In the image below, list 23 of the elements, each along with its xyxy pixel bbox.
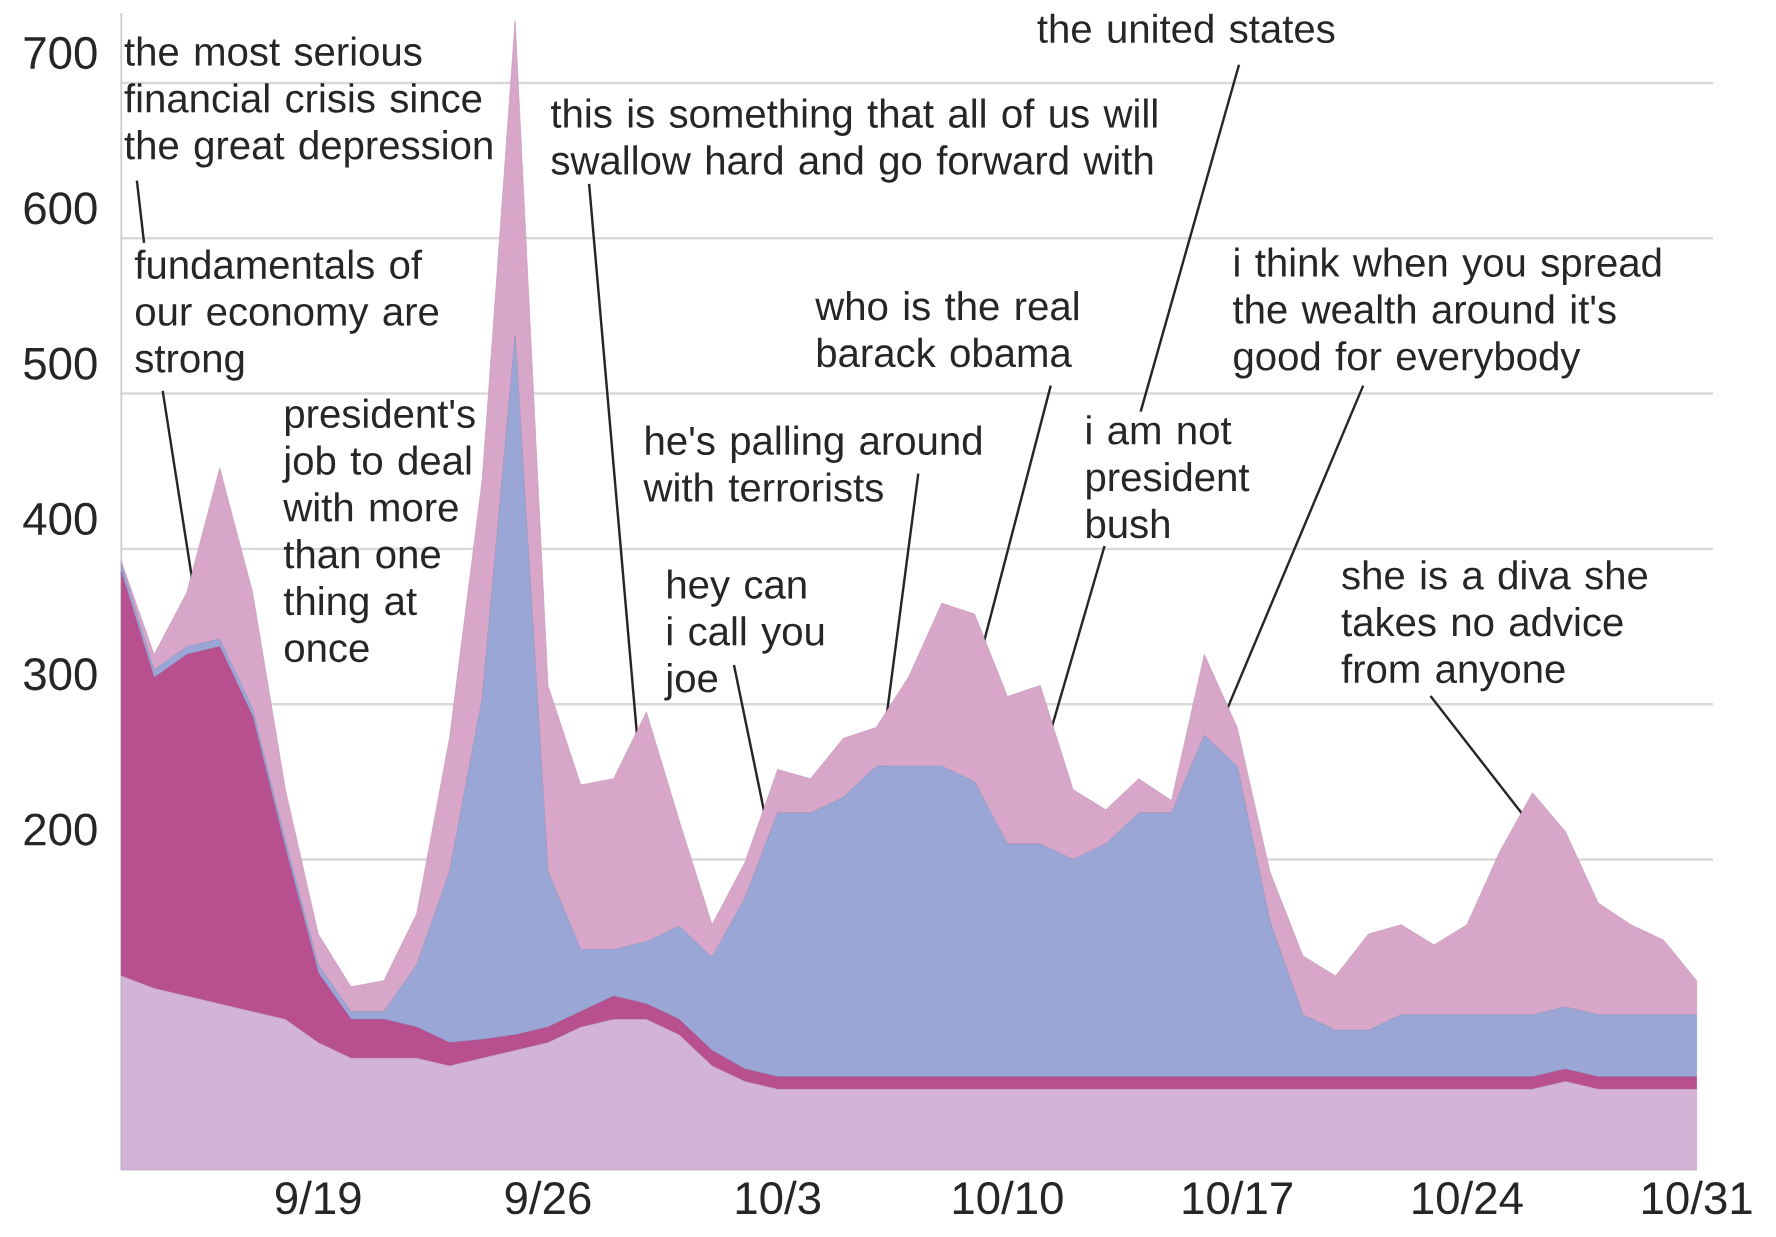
annotation: this is something that all of us will swallow hard and go forward with: [551, 98, 1157, 183]
x-tick-label: 10/10: [953, 1181, 1063, 1215]
annotation: the most serious financial crisis since the great depression: [124, 36, 492, 168]
y-tick-label: 400: [23, 502, 97, 536]
y-tick-label: 500: [24, 347, 97, 380]
annotation: president's job to deal with more than one thing at once: [282, 398, 475, 663]
annotation: i think when you spread the wealth around it's good for everybody: [1233, 247, 1661, 379]
x-tick-label: 9/19: [275, 1181, 361, 1215]
y-tick-label: 700: [24, 37, 97, 70]
annotation: who is the real barack obama: [815, 291, 1078, 368]
annotation: i am not president bush: [1087, 415, 1250, 539]
y-tick-label: 200: [24, 813, 97, 846]
x-tick-label: 9/26: [505, 1181, 591, 1215]
x-tick-label: 10/31: [1643, 1181, 1752, 1215]
y-tick-label: 300: [24, 658, 97, 691]
annotation: the united states: [1037, 13, 1335, 44]
annotation: he's palling around with terrorists: [643, 425, 981, 503]
annotation: hey can i call you joe: [664, 569, 824, 701]
x-tick-label: 10/24: [1413, 1181, 1523, 1215]
y-tick-label: 600: [24, 192, 97, 225]
x-tick-label: 10/17: [1183, 1181, 1292, 1215]
x-tick-label: 10/3: [736, 1181, 821, 1215]
annotation: she is a diva she takes no advice from anyone: [1341, 560, 1648, 692]
